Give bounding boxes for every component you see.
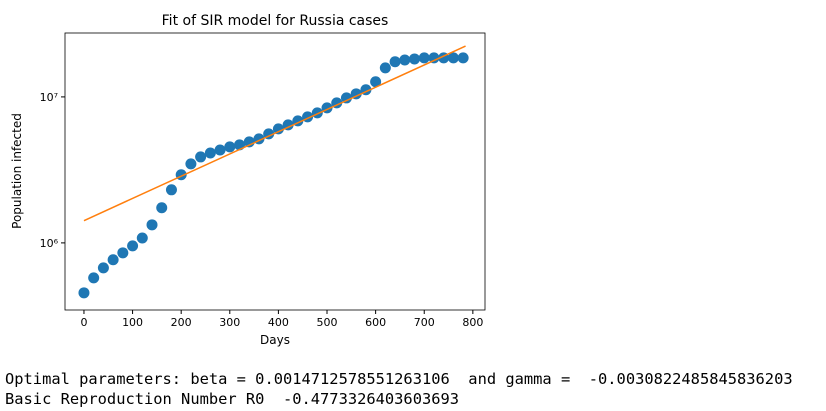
y-axis-label: Population infected: [10, 113, 24, 229]
x-tick-label: 300: [219, 316, 240, 329]
point: [370, 76, 382, 88]
point: [78, 287, 90, 299]
fit-line: [83, 45, 466, 222]
point: [117, 247, 129, 259]
output-line: Basic Reproduction Number R0 -0.47733264…: [5, 390, 460, 408]
point: [379, 62, 391, 74]
point: [97, 262, 109, 274]
point: [107, 254, 119, 266]
point: [204, 147, 216, 159]
point: [146, 219, 158, 231]
x-axis-label: Days: [260, 333, 290, 347]
point: [447, 52, 459, 64]
point: [272, 123, 284, 135]
point: [282, 119, 294, 131]
y-tick-label: 10⁷: [40, 91, 58, 104]
x-tick-label: 800: [462, 316, 483, 329]
point: [409, 53, 421, 65]
point: [340, 92, 352, 104]
x-tick-label: 700: [414, 316, 435, 329]
point: [88, 272, 100, 284]
point: [127, 240, 139, 252]
point: [136, 232, 148, 244]
point: [428, 52, 440, 64]
point: [399, 54, 411, 66]
x-tick-label: 500: [317, 316, 338, 329]
point: [185, 158, 197, 170]
point: [224, 141, 236, 153]
output-line: Optimal parameters: beta = 0.00147125785…: [5, 370, 793, 388]
chart: Fit of SIR model for Russia cases Days P…: [10, 13, 486, 347]
x-tick-label: 600: [365, 316, 386, 329]
point: [195, 151, 207, 163]
x-tick-label: 200: [171, 316, 192, 329]
point: [389, 56, 401, 68]
point: [457, 52, 469, 64]
x-tick-label: 100: [122, 316, 143, 329]
point: [165, 184, 177, 196]
point: [418, 52, 430, 64]
chart-title: Fit of SIR model for Russia cases: [162, 13, 389, 29]
x-tick-label: 400: [268, 316, 289, 329]
point: [243, 136, 255, 148]
y-tick-label: 10⁶: [40, 237, 59, 250]
plot-frame: [64, 32, 486, 311]
point: [156, 202, 168, 214]
x-tick-label: 0: [80, 316, 87, 329]
point: [214, 144, 226, 156]
